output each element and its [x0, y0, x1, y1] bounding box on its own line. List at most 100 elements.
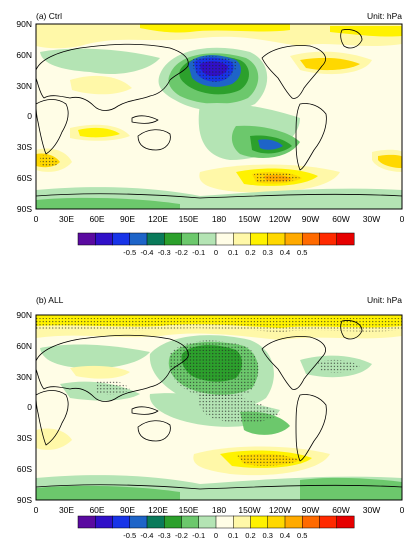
lon-label: 60W	[332, 505, 349, 515]
colorbar-swatch	[146, 515, 165, 529]
lon-label: 120W	[269, 505, 291, 515]
lon-label: 0	[34, 505, 39, 515]
colorbar-label: 0.2	[245, 248, 255, 257]
lat-label: 60S	[17, 173, 32, 183]
lon-label: 0	[400, 214, 405, 224]
map-frame	[35, 23, 403, 210]
colorbar-label: -0.2	[175, 248, 188, 257]
map-field	[36, 315, 402, 500]
lat-labels: 90N 60N 30N 0 30S 60S 90S	[16, 19, 32, 214]
colorbar: -0.5 -0.4 -0.3 -0.2 -0.1 0 0.1 0.2 0.3 0.4 0.5	[77, 232, 355, 257]
lat-label: 30S	[17, 142, 32, 152]
colorbar-swatch	[112, 515, 131, 529]
lon-label: 180	[212, 214, 226, 224]
colorbar-swatch	[233, 515, 251, 529]
colorbar-swatch	[181, 515, 200, 529]
lon-label: 0	[34, 214, 39, 224]
lon-label: 30W	[363, 214, 380, 224]
colorbar-label: 0	[214, 248, 218, 257]
colorbar-swatch	[77, 232, 96, 246]
colorbar-swatch	[164, 232, 182, 246]
colorbar-label: -0.4	[141, 531, 154, 540]
lon-labels: 0 30E 60E 90E 120E 150E 180 150W 120W 90…	[34, 214, 405, 224]
lon-label: 120E	[148, 505, 168, 515]
colorbar-swatch	[129, 232, 148, 246]
colorbar-swatch	[319, 515, 338, 529]
lon-label: 30E	[59, 214, 74, 224]
map-frame	[35, 314, 403, 501]
colorbar-swatch	[267, 515, 286, 529]
colorbar-swatch	[250, 232, 269, 246]
lat-label: 90N	[16, 310, 32, 320]
lat-label: 90N	[16, 19, 32, 29]
colorbar-swatch	[302, 232, 320, 246]
colorbar-swatch	[233, 232, 251, 246]
lat-labels: 90N 60N 30N 0 30S 60S 90S	[16, 310, 32, 505]
colorbar-swatch	[284, 232, 303, 246]
lon-label: 90W	[302, 214, 319, 224]
colorbar-swatch	[129, 515, 148, 529]
lon-label: 150W	[238, 505, 260, 515]
colorbar-label: 0	[214, 531, 218, 540]
colorbar-swatch	[284, 515, 303, 529]
colorbar-swatch	[319, 232, 338, 246]
colorbar-label: -0.3	[158, 531, 171, 540]
colorbar-swatch	[95, 515, 113, 529]
colorbar-swatch	[302, 515, 320, 529]
panel-all: (b) ALL Unit: hPa	[16, 295, 404, 540]
coastlines	[36, 320, 402, 490]
lat-label: 90S	[17, 204, 32, 214]
colorbar-swatch	[181, 232, 200, 246]
colorbar-swatch	[198, 232, 217, 246]
lon-label: 30E	[59, 505, 74, 515]
lon-label: 0	[400, 505, 405, 515]
lat-label: 60S	[17, 464, 32, 474]
lat-label: 60N	[16, 341, 32, 351]
lon-label: 150E	[179, 214, 199, 224]
colorbar-swatch	[215, 232, 234, 246]
colorbar-swatch	[336, 515, 355, 529]
unit-label: Unit: hPa	[367, 295, 402, 305]
lon-label: 60E	[89, 505, 104, 515]
lat-label: 30N	[16, 372, 32, 382]
lat-label: 0	[27, 111, 32, 121]
lon-label: 90E	[120, 505, 135, 515]
lon-label: 120W	[269, 214, 291, 224]
colorbar-label: 0.5	[297, 248, 307, 257]
colorbar-label: -0.4	[141, 248, 154, 257]
lon-label: 60W	[332, 214, 349, 224]
colorbar-label: 0.1	[228, 248, 238, 257]
colorbar-swatch	[336, 232, 355, 246]
colorbar-swatch	[112, 232, 131, 246]
lat-label: 60N	[16, 50, 32, 60]
lon-label: 90E	[120, 214, 135, 224]
colorbar-label: 0.3	[263, 531, 273, 540]
lon-label: 90W	[302, 505, 319, 515]
lon-label: 60E	[89, 214, 104, 224]
lon-label: 180	[212, 505, 226, 515]
colorbar-label: -0.5	[123, 531, 136, 540]
colorbar-swatch	[267, 232, 286, 246]
colorbar-label: 0.3	[263, 248, 273, 257]
lat-label: 0	[27, 402, 32, 412]
coastlines	[36, 29, 402, 199]
colorbar-label: 0.2	[245, 531, 255, 540]
colorbar-swatch	[198, 515, 217, 529]
colorbar-label: 0.4	[280, 531, 290, 540]
colorbar-label: 0.5	[297, 531, 307, 540]
colorbar-label: -0.5	[123, 248, 136, 257]
colorbar-label: -0.2	[175, 531, 188, 540]
colorbar-label: 0.1	[228, 531, 238, 540]
lon-labels: 0 30E 60E 90E 120E 150E 180 150W 120W 90…	[34, 505, 405, 515]
panel-title: (a) Ctrl	[36, 11, 62, 21]
panel-title: (b) ALL	[36, 295, 64, 305]
panel-ctrl: (a) Ctrl Unit: hPa	[16, 11, 404, 257]
lon-label: 150W	[238, 214, 260, 224]
colorbar-swatch	[77, 515, 96, 529]
lon-label: 120E	[148, 214, 168, 224]
map-field	[36, 24, 402, 209]
colorbar-swatch	[164, 515, 182, 529]
lat-label: 30N	[16, 81, 32, 91]
colorbar-label: -0.3	[158, 248, 171, 257]
